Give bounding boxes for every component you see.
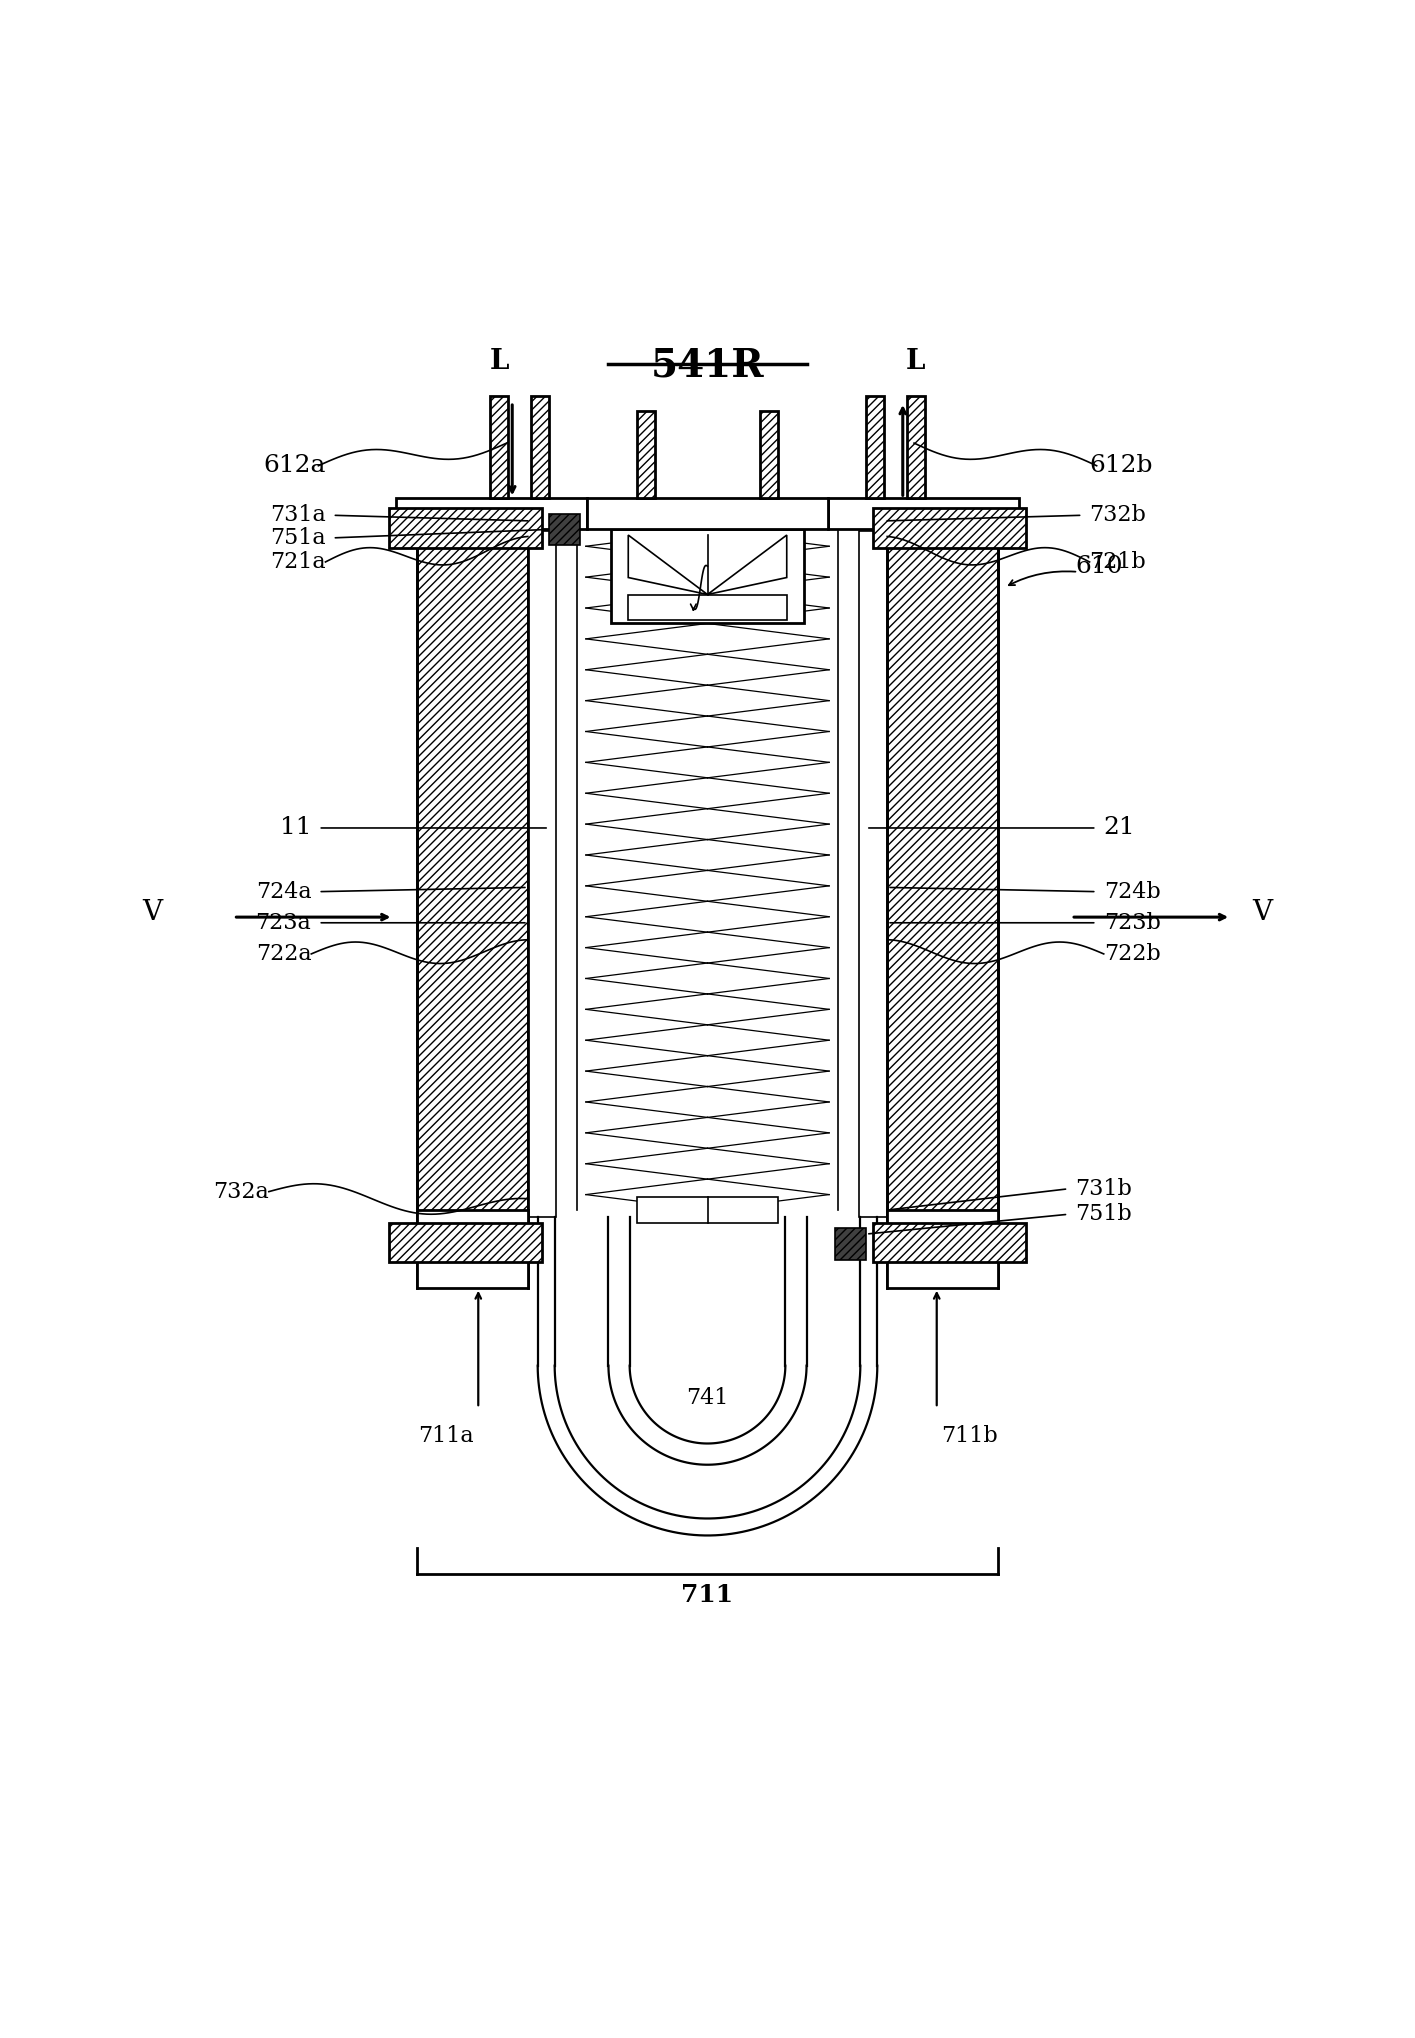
Text: V: V — [143, 899, 163, 927]
Text: L: L — [490, 348, 509, 375]
Text: 723a: 723a — [256, 911, 311, 933]
Polygon shape — [628, 536, 708, 595]
Bar — [528, 530, 556, 1217]
Bar — [866, 397, 884, 497]
Text: 610: 610 — [1075, 554, 1124, 577]
Text: 732a: 732a — [214, 1180, 269, 1202]
Text: L: L — [906, 348, 925, 375]
Text: 601: 601 — [683, 548, 732, 571]
Text: 724a: 724a — [256, 880, 311, 903]
Text: 711: 711 — [682, 1584, 733, 1606]
Bar — [828, 497, 1019, 530]
Text: 731b: 731b — [1075, 1178, 1132, 1200]
Bar — [531, 397, 549, 497]
Bar — [417, 1211, 528, 1288]
Bar — [611, 530, 804, 624]
Text: V: V — [1252, 899, 1272, 927]
Bar — [907, 397, 925, 497]
Bar — [835, 1229, 866, 1259]
Bar — [887, 1211, 998, 1288]
Bar — [859, 530, 887, 1217]
Bar — [637, 1196, 778, 1223]
Text: 722b: 722b — [1104, 944, 1160, 964]
Bar — [549, 514, 580, 544]
Bar — [587, 497, 828, 530]
Bar — [389, 507, 542, 548]
Text: 721a: 721a — [270, 550, 325, 573]
Text: 711a: 711a — [417, 1425, 474, 1447]
Text: 721b: 721b — [1090, 550, 1146, 573]
Text: 751a: 751a — [270, 528, 325, 548]
Text: 722a: 722a — [256, 944, 311, 964]
Text: 612b: 612b — [1090, 454, 1153, 477]
Text: 724b: 724b — [1104, 880, 1160, 903]
Text: 723b: 723b — [1104, 911, 1160, 933]
Text: 711b: 711b — [941, 1425, 998, 1447]
Bar — [873, 507, 1026, 548]
Text: 732b: 732b — [1090, 503, 1146, 526]
Bar — [628, 595, 787, 620]
Bar — [389, 1223, 542, 1262]
Text: 21: 21 — [1104, 817, 1135, 840]
Bar — [887, 530, 998, 1217]
Bar — [490, 397, 508, 497]
Text: 751b: 751b — [1075, 1202, 1132, 1225]
Bar — [417, 530, 528, 1217]
Text: 612a: 612a — [263, 454, 325, 477]
Bar — [637, 410, 655, 497]
Polygon shape — [708, 536, 787, 595]
Bar — [760, 410, 778, 497]
Bar — [873, 1223, 1026, 1262]
Bar — [396, 497, 587, 530]
Text: 541R: 541R — [651, 346, 764, 385]
Text: 731a: 731a — [270, 503, 325, 526]
Text: 11: 11 — [280, 817, 311, 840]
Text: 741: 741 — [686, 1388, 729, 1408]
